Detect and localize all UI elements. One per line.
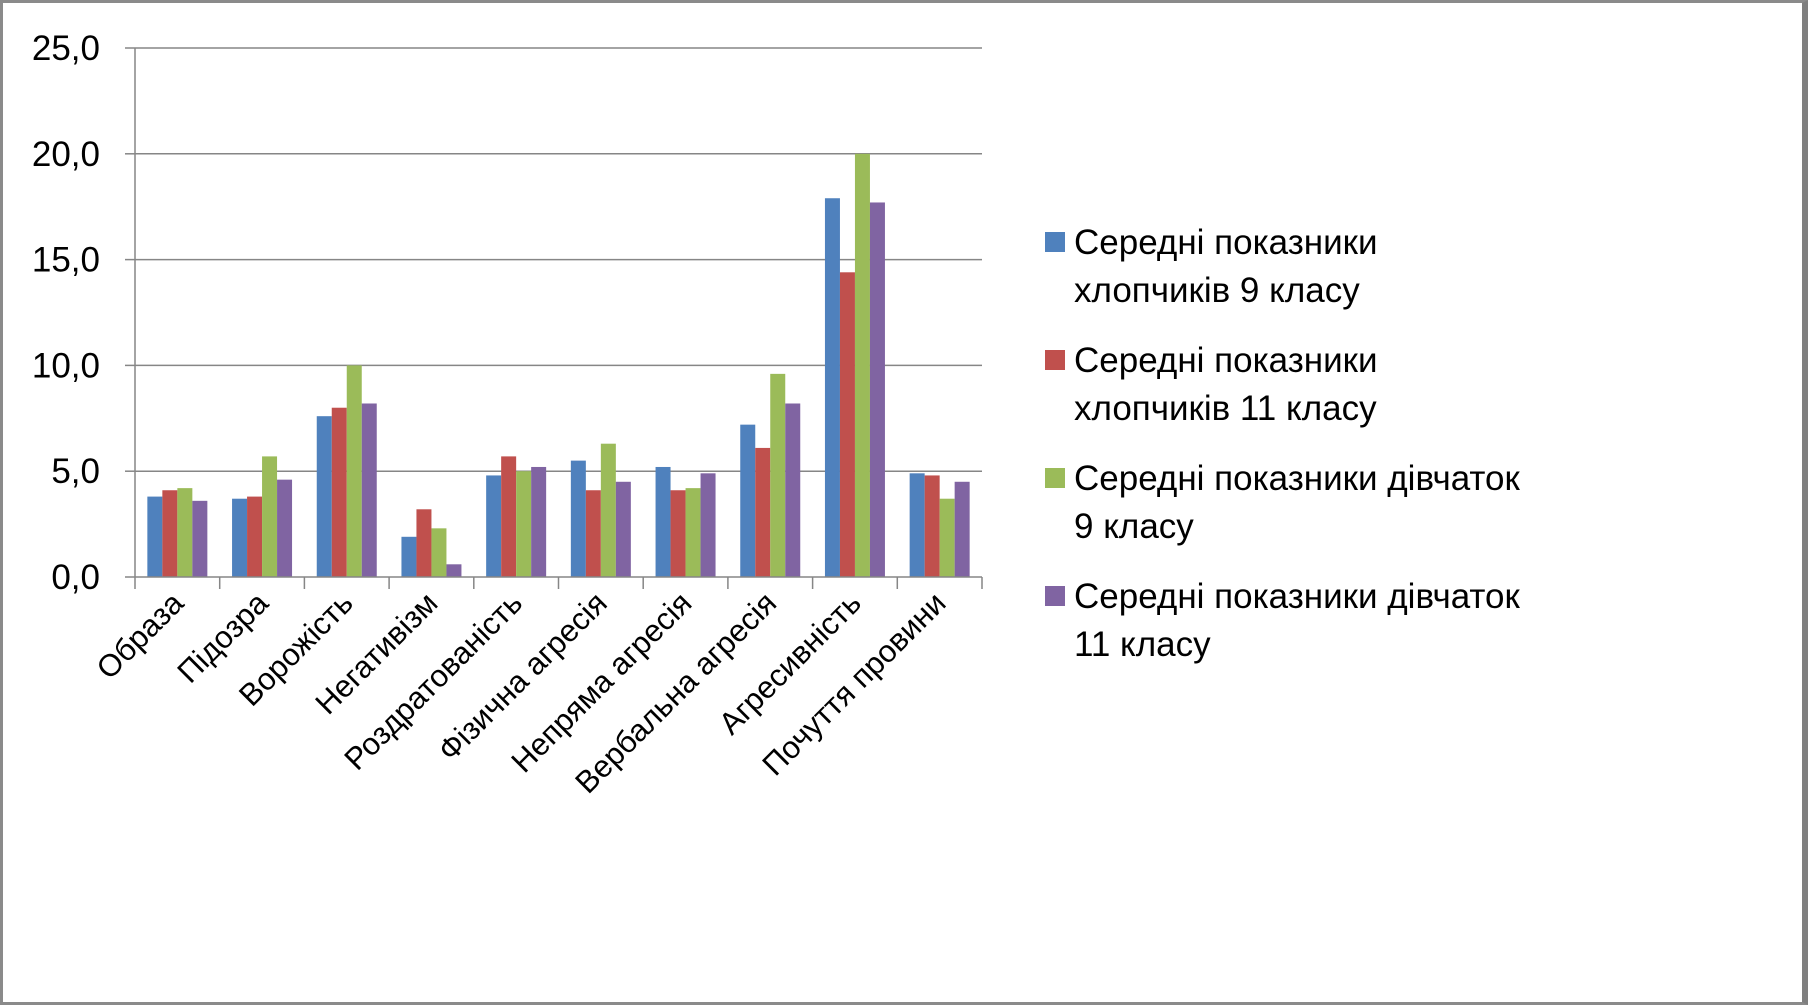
- bar: [770, 373, 786, 577]
- bar: [531, 466, 547, 577]
- legend-label: 9 класу: [1074, 507, 1194, 546]
- bar: [147, 496, 163, 577]
- bar: [824, 198, 840, 577]
- y-tick-label: 20,0: [32, 135, 100, 174]
- bar: [700, 473, 716, 577]
- bar: [570, 460, 586, 577]
- bar: [232, 498, 248, 577]
- legend-swatch: [1045, 586, 1065, 606]
- legend-label: Середні показники дівчаток: [1074, 577, 1520, 616]
- y-tick-label: 10,0: [32, 346, 100, 385]
- bar: [939, 498, 955, 577]
- legend-label: хлопчиків 9 класу: [1074, 271, 1360, 310]
- y-tick-label: 15,0: [32, 241, 100, 280]
- bar: [615, 481, 631, 577]
- bar: [655, 466, 671, 577]
- bar: [192, 500, 208, 577]
- bar: [685, 488, 701, 577]
- bar: [316, 416, 332, 577]
- bar: [346, 365, 362, 577]
- bar: [740, 424, 756, 577]
- legend-label: 11 класу: [1074, 625, 1211, 664]
- bar: [785, 403, 801, 577]
- bar: [416, 509, 432, 577]
- bar: [585, 490, 601, 577]
- legend-swatch: [1045, 350, 1065, 370]
- x-axis-ticks: ОбразаПідозраВорожістьНегативізмРоздрато…: [90, 585, 953, 800]
- bar: [401, 536, 417, 577]
- bar: [516, 471, 532, 577]
- bar: [501, 456, 517, 577]
- y-tick-label: 5,0: [51, 452, 100, 491]
- legend-label: Середні показники дівчаток: [1074, 459, 1520, 498]
- bar: [909, 473, 925, 577]
- legend-item: Середні показники дівчаток 9 класу: [1045, 459, 1520, 546]
- bar: [839, 272, 855, 577]
- y-tick-label: 25,0: [32, 29, 100, 68]
- legend-label: Середні показники: [1074, 341, 1378, 380]
- legend-item: Середні показники хлопчиків 9 класу: [1045, 223, 1378, 310]
- bars: [147, 153, 970, 578]
- bar: [486, 475, 502, 577]
- bar: [262, 456, 278, 577]
- y-tick-label: 0,0: [51, 558, 100, 597]
- legend-label: хлопчиків 11 класу: [1074, 389, 1377, 428]
- bar: [854, 153, 870, 578]
- bar: [361, 403, 377, 577]
- bar: [446, 564, 462, 577]
- bar: [162, 490, 178, 577]
- axes: [125, 47, 983, 589]
- bar: [670, 490, 686, 577]
- bar: [177, 488, 193, 577]
- legend-swatch: [1045, 468, 1065, 488]
- legend-item: Середні показники дівчаток 11 класу: [1045, 577, 1520, 664]
- legend-swatch: [1045, 232, 1065, 252]
- bar: [600, 443, 616, 577]
- bar: [924, 475, 940, 577]
- bar: [331, 407, 347, 577]
- bar: [247, 496, 263, 577]
- bar: [277, 479, 293, 577]
- y-axis-ticks: 0,0 5,0 10,0 15,0 20,0 25,0: [32, 29, 100, 597]
- bar: [755, 447, 771, 577]
- bar: [431, 528, 447, 577]
- bar: [954, 481, 970, 577]
- legend-label: Середні показники: [1074, 223, 1378, 262]
- legend-item: Середні показники хлопчиків 11 класу: [1045, 341, 1378, 428]
- bar: [869, 202, 885, 577]
